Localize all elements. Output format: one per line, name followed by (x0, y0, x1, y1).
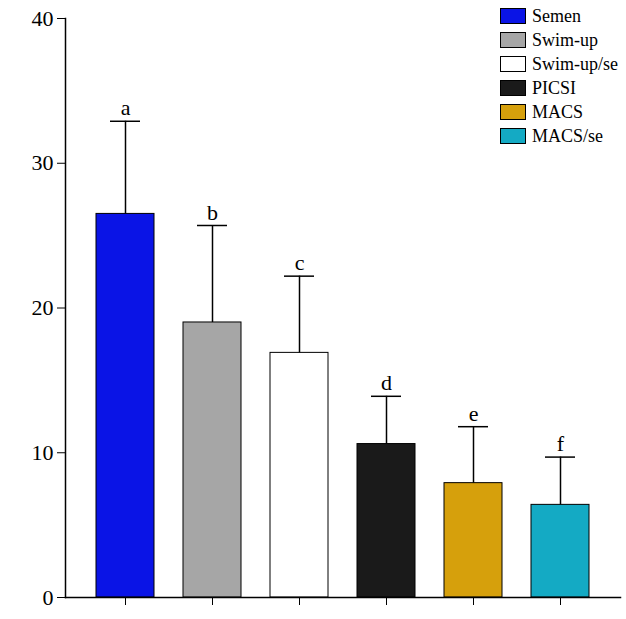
svg-text:0: 0 (43, 585, 54, 610)
svg-text:40: 40 (32, 6, 54, 31)
svg-text:a: a (121, 95, 131, 120)
svg-text:10: 10 (32, 440, 54, 465)
svg-text:20: 20 (32, 295, 54, 320)
html-text:Swim-up/se: Swim-up/se (532, 53, 618, 74)
svg-text:f: f (557, 431, 565, 456)
html-text:Swim-up: Swim-up (532, 29, 598, 50)
html-text:PICSI: PICSI (532, 77, 576, 98)
svg-text:c: c (295, 250, 305, 275)
html-text:Semen: Semen (532, 5, 581, 26)
svg-text:d: d (381, 370, 392, 395)
svg-text:30: 30 (32, 150, 54, 175)
html-text:MACS/se: MACS/se (532, 125, 603, 146)
svg-text:e: e (469, 401, 479, 426)
html-text:MACS: MACS (532, 101, 583, 122)
svg-text:b: b (207, 200, 218, 225)
